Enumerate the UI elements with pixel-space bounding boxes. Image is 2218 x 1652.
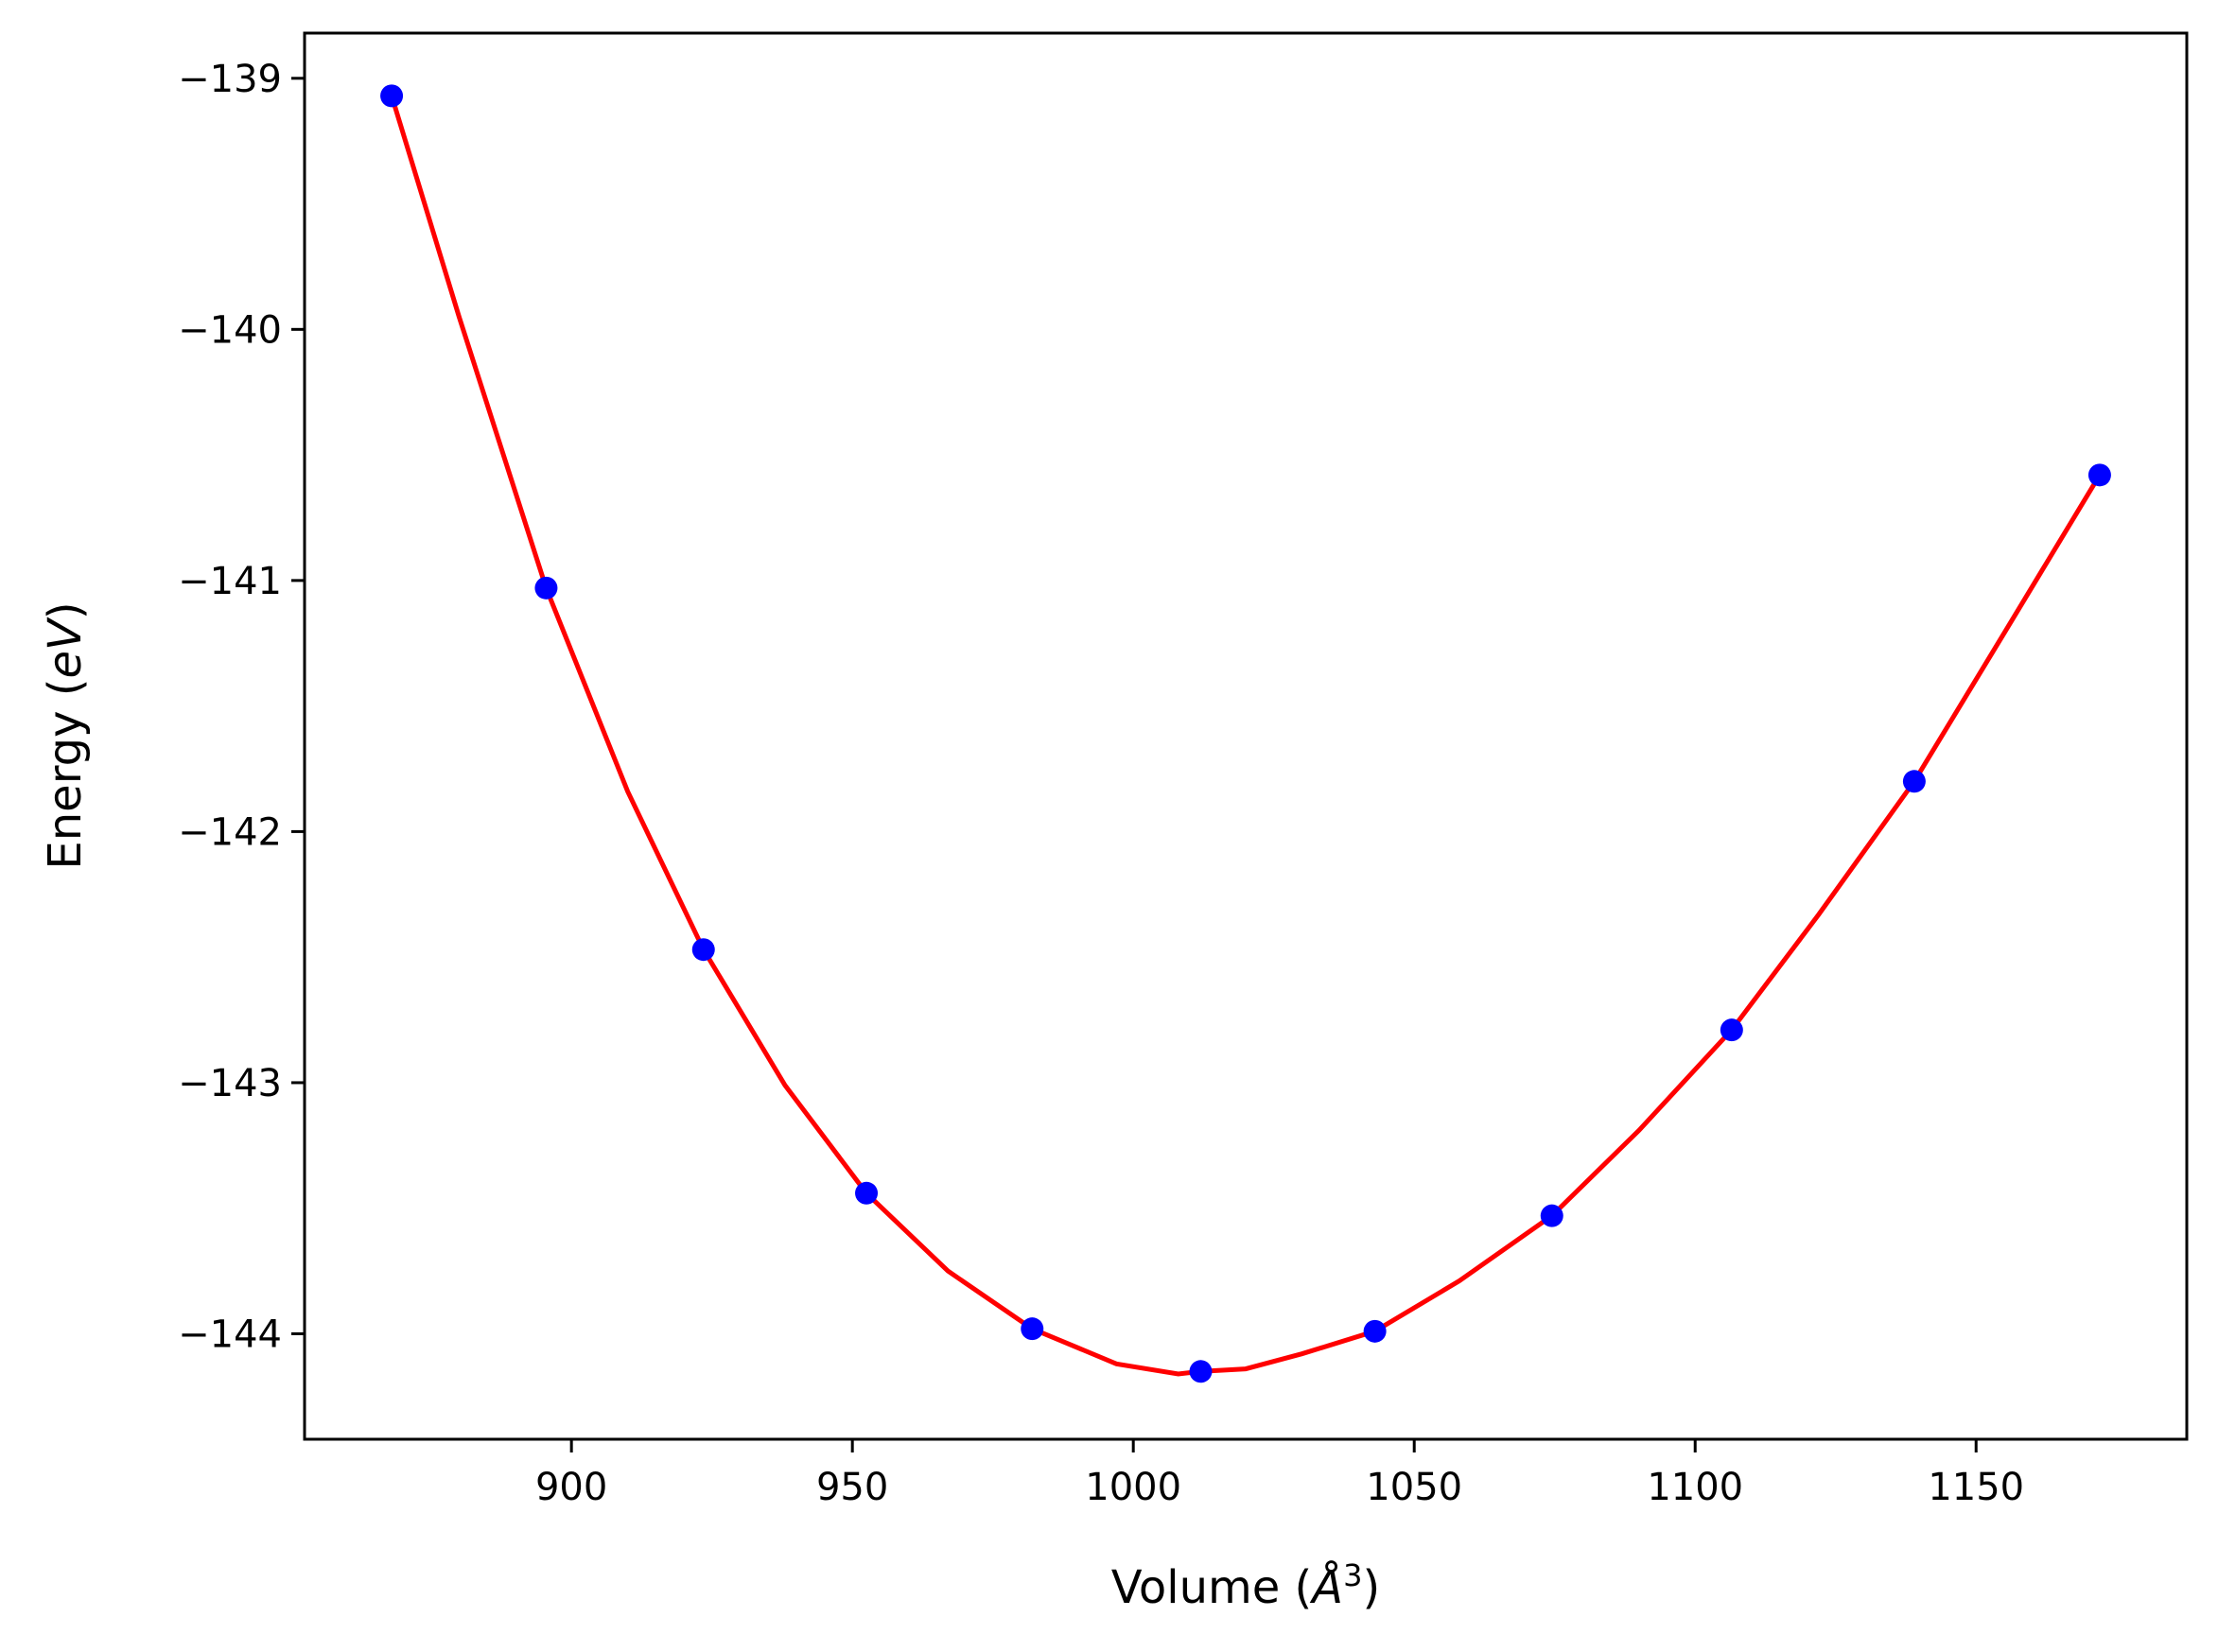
- data-point: [1902, 770, 1926, 793]
- y-tick-label: −140: [178, 308, 282, 352]
- x-tick-label: 1050: [1366, 1466, 1462, 1509]
- data-point: [1720, 1018, 1743, 1042]
- y-tick-label: −141: [178, 560, 282, 603]
- y-axis-ticks: −139 −140 −141 −142 −143 −144: [178, 58, 305, 1356]
- y-tick-label: −143: [178, 1062, 282, 1105]
- data-point: [1189, 1360, 1213, 1383]
- data-point: [534, 576, 558, 600]
- x-tick-label: 1100: [1647, 1466, 1743, 1509]
- x-axis-title: Volume (Å3): [1111, 1557, 1380, 1614]
- y-tick-label: −144: [178, 1313, 282, 1356]
- data-points: [380, 84, 2111, 1383]
- data-point: [1021, 1317, 1044, 1341]
- y-tick-label: −139: [178, 58, 282, 101]
- data-point: [2087, 463, 2111, 487]
- data-point: [855, 1181, 879, 1205]
- fit-curve-line: [389, 95, 2103, 1377]
- y-tick-label: −142: [178, 810, 282, 854]
- x-tick-label: 1150: [1928, 1466, 2024, 1509]
- x-axis-ticks: 900 950 1000 1050 1100 1150: [535, 1439, 2024, 1509]
- x-tick-label: 900: [535, 1466, 607, 1509]
- plot-frame: [303, 31, 2189, 1441]
- data-point: [380, 84, 404, 108]
- data-point: [1363, 1319, 1387, 1343]
- data-point: [691, 938, 715, 962]
- data-point: [1540, 1204, 1563, 1227]
- x-tick-label: 1000: [1085, 1466, 1181, 1509]
- x-tick-label: 950: [816, 1466, 888, 1509]
- y-axis-title: Energy (eV): [39, 601, 92, 869]
